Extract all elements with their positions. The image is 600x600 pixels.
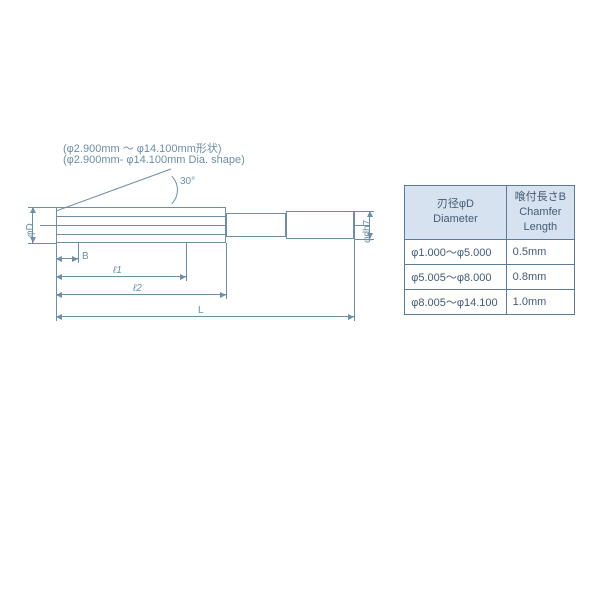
cell-range: φ1.000～φ5.000	[405, 239, 506, 264]
chamfer-header-jp: 喰付長さB	[515, 191, 566, 203]
shank-end	[354, 211, 355, 239]
diameter-header-jp: 刃径φD	[437, 198, 474, 210]
ext-line	[56, 243, 57, 321]
ext-line	[186, 243, 187, 281]
flute-line	[56, 234, 226, 235]
ext-line	[354, 239, 374, 240]
ext-line	[28, 243, 56, 244]
ext-line	[354, 239, 355, 321]
dim-arrow-l2	[56, 294, 226, 295]
dim-arrow-B	[56, 258, 78, 259]
chamfer-header-en1: Chamfer	[519, 206, 561, 218]
flute-line	[56, 216, 226, 217]
table-row: φ1.000～φ5.000 0.5mm	[405, 239, 575, 264]
dim-label-l1: ℓ1	[113, 265, 122, 276]
cell-chamfer: 1.0mm	[506, 289, 574, 314]
chamfer-header-en2: Length	[524, 221, 558, 233]
col-header-diameter: 刃径φD Diameter	[405, 186, 506, 240]
ext-line	[226, 243, 227, 299]
neck	[226, 213, 286, 237]
table-row: φ5.005～φ8.000 0.8mm	[405, 264, 575, 289]
dim-label-l2: ℓ2	[133, 283, 142, 294]
col-header-chamfer: 喰付長さB Chamfer Length	[506, 186, 574, 240]
cell-chamfer: 0.5mm	[506, 239, 574, 264]
ext-line	[354, 211, 374, 212]
table-row: φ8.005～φ14.100 1.0mm	[405, 289, 575, 314]
shank	[286, 211, 354, 239]
dim-label-phiD: φD	[25, 223, 36, 237]
dim-label-L: L	[198, 305, 204, 316]
dim-label-B: B	[82, 251, 89, 262]
dim-arrow-l1	[56, 276, 186, 277]
chamfer-spec-table: 刃径φD Diameter 喰付長さB Chamfer Length φ1.00…	[404, 185, 575, 315]
angle-arc-icon	[138, 170, 178, 210]
cell-chamfer: 0.8mm	[506, 264, 574, 289]
ext-line	[28, 207, 56, 208]
diameter-header-en: Diameter	[433, 213, 478, 225]
diagram-container: (φ2.900mm ～ φ14.100mm形状) (φ2.900mm- φ14.…	[0, 0, 600, 600]
angle-label: 30°	[180, 176, 195, 187]
dim-arrow-L	[56, 316, 354, 317]
ext-line	[78, 243, 79, 263]
cell-range: φ8.005～φ14.100	[405, 289, 506, 314]
cell-range: φ5.005～φ8.000	[405, 264, 506, 289]
